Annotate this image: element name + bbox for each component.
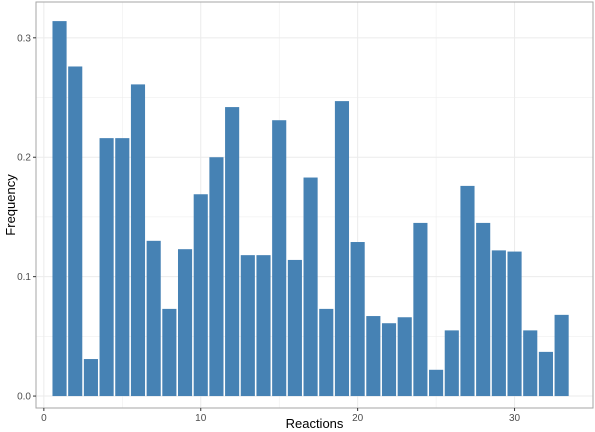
bar-reaction-33 bbox=[554, 314, 569, 397]
x-tick-label: 10 bbox=[195, 413, 207, 424]
y-tick-label: 0.1 bbox=[17, 272, 31, 283]
bar-reaction-17 bbox=[303, 177, 318, 397]
y-axis-ticks: 0.0 0.1 0.2 0.3 bbox=[17, 33, 36, 403]
bars bbox=[52, 21, 569, 397]
bar-reaction-19 bbox=[334, 101, 350, 397]
bar-reaction-12 bbox=[225, 107, 240, 397]
bar-reaction-7 bbox=[146, 240, 161, 397]
bar-reaction-27 bbox=[460, 185, 475, 397]
x-tick-label: 0 bbox=[41, 413, 47, 424]
bar-reaction-15 bbox=[272, 120, 287, 397]
x-tick-label: 30 bbox=[509, 413, 521, 424]
plot-panel-border bbox=[35, 1, 594, 409]
bar-reaction-21 bbox=[366, 316, 381, 397]
bar-reaction-28 bbox=[476, 222, 491, 397]
bar-reaction-1 bbox=[52, 21, 67, 397]
bar-reaction-6 bbox=[130, 84, 146, 397]
bar-reaction-11 bbox=[209, 157, 224, 397]
bar-reaction-5 bbox=[115, 138, 130, 397]
bar-reaction-32 bbox=[538, 351, 553, 397]
bar-reaction-14 bbox=[256, 255, 271, 397]
y-tick-label: 0.3 bbox=[17, 33, 31, 44]
bar-reaction-13 bbox=[240, 255, 255, 397]
bar-reaction-29 bbox=[491, 250, 506, 397]
bar-reaction-31 bbox=[523, 330, 538, 397]
bar-reaction-2 bbox=[68, 66, 83, 397]
bar-reaction-18 bbox=[319, 308, 334, 397]
bar-reaction-3 bbox=[83, 359, 98, 397]
bar-reaction-8 bbox=[162, 308, 177, 397]
bar-reaction-20 bbox=[350, 242, 365, 397]
x-tick-label: 20 bbox=[352, 413, 364, 424]
bar-reaction-4 bbox=[99, 138, 114, 397]
bar-reaction-16 bbox=[287, 259, 302, 397]
bar-reaction-30 bbox=[507, 251, 522, 397]
bar-reaction-22 bbox=[381, 323, 397, 397]
bar-reaction-26 bbox=[444, 330, 459, 397]
x-axis-title: Reactions bbox=[286, 416, 344, 431]
bar-reaction-9 bbox=[177, 249, 193, 397]
bar-reaction-23 bbox=[397, 317, 412, 397]
bar-reaction-25 bbox=[429, 369, 444, 397]
x-axis-ticks: 0 10 20 30 bbox=[41, 408, 521, 424]
bar-reaction-24 bbox=[413, 222, 428, 397]
bar-reaction-10 bbox=[193, 194, 208, 397]
y-tick-label: 0.0 bbox=[17, 392, 31, 403]
y-tick-label: 0.2 bbox=[17, 153, 31, 164]
y-axis-title: Frequency bbox=[3, 174, 18, 236]
